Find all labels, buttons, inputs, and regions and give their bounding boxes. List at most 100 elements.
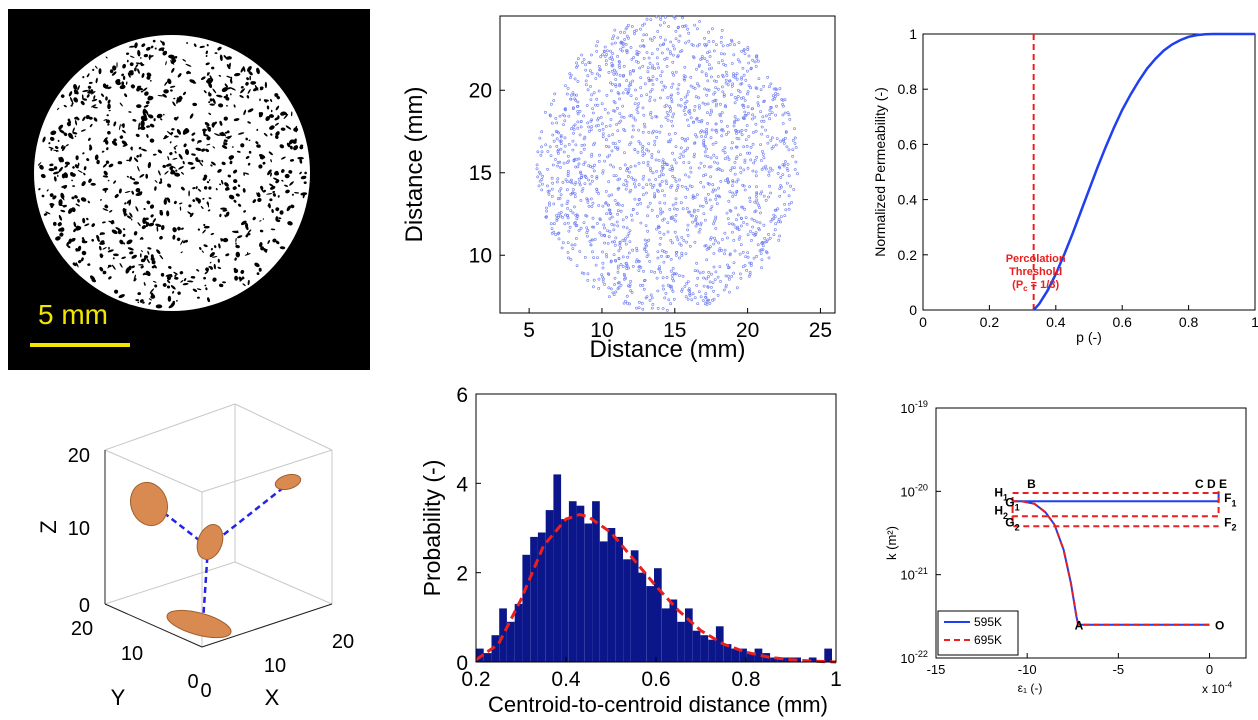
centroid-point — [555, 214, 558, 217]
ellipsoid — [129, 481, 169, 527]
pore — [75, 248, 81, 252]
centroid-point — [628, 81, 632, 85]
centroid-point — [659, 254, 663, 258]
centroid-point — [725, 211, 729, 215]
centroid-point — [612, 253, 616, 257]
centroid-point — [756, 101, 760, 105]
centroid-point — [718, 265, 722, 269]
centroid-point — [719, 119, 723, 123]
centroid-point — [648, 90, 652, 94]
pore — [150, 254, 154, 259]
pore — [214, 133, 220, 137]
centroid-point — [584, 79, 588, 83]
centroid-point — [641, 39, 644, 42]
pore — [243, 109, 247, 116]
pore — [276, 219, 281, 223]
histogram-bar — [646, 586, 654, 662]
centroid-point — [730, 230, 734, 234]
centroid-point — [551, 133, 555, 137]
centroid-point — [607, 180, 611, 184]
centroid-point — [700, 119, 704, 122]
pore — [267, 169, 272, 176]
centroid-point — [584, 63, 588, 67]
centroid-point — [740, 82, 744, 85]
centroid-point — [705, 300, 709, 303]
centroid-point — [697, 104, 701, 108]
pore — [203, 223, 206, 227]
centroid-point — [761, 152, 765, 156]
centroid-point — [672, 279, 676, 283]
y-tick-label: 10 — [469, 244, 492, 267]
centroid-point — [727, 158, 731, 161]
pore — [263, 99, 268, 103]
histogram-bar — [808, 657, 817, 662]
pore — [121, 81, 125, 86]
centroid-point — [574, 181, 578, 184]
pore — [142, 217, 146, 224]
centroid-point — [764, 250, 768, 254]
pore — [227, 87, 231, 90]
centroid-point — [727, 277, 731, 281]
centroid-point — [793, 127, 796, 131]
x-tick-label: 20 — [736, 319, 759, 342]
centroid-point — [768, 117, 772, 121]
centroid-point — [574, 224, 578, 228]
centroid-point — [699, 221, 703, 225]
centroid-point — [553, 92, 557, 96]
pore — [133, 181, 140, 185]
histogram-bar — [746, 653, 755, 662]
pore — [138, 146, 142, 150]
pore — [233, 199, 237, 203]
pore — [148, 114, 154, 119]
pore — [58, 214, 63, 221]
centroid-point — [607, 194, 611, 198]
centroid-point — [623, 163, 627, 167]
pore — [221, 161, 226, 166]
centroid-point — [662, 21, 666, 25]
pore — [259, 220, 262, 222]
pore — [256, 128, 259, 131]
centroid-point — [720, 248, 724, 252]
pore — [209, 179, 211, 182]
histogram-bar — [661, 608, 670, 662]
centroid-point — [629, 94, 633, 98]
centroid-point — [701, 101, 705, 105]
centroid-point — [666, 113, 670, 117]
centroid-point — [724, 64, 728, 67]
pore — [255, 141, 259, 145]
pore — [286, 205, 291, 212]
pore — [60, 192, 65, 200]
centroid-point — [613, 41, 617, 45]
centroid-point — [618, 112, 622, 116]
centroid-point — [725, 133, 728, 136]
centroid-point — [654, 158, 658, 162]
centroid-point — [741, 66, 745, 70]
y-tick-label: 4 — [456, 473, 468, 496]
pore — [114, 289, 119, 294]
pore — [63, 104, 67, 108]
centroid-point — [578, 181, 582, 185]
centroid-point — [624, 43, 628, 46]
centroid-point — [672, 73, 676, 77]
centroid-point — [610, 193, 614, 197]
centroid-point — [616, 187, 620, 191]
centroid-point — [568, 225, 572, 229]
centroid-point — [680, 254, 684, 257]
pore — [107, 86, 112, 90]
centroid-point — [652, 183, 656, 187]
centroid-point — [717, 249, 721, 253]
pore — [166, 275, 172, 281]
centroid-point — [562, 161, 566, 165]
pore — [80, 129, 86, 132]
centroid-point — [629, 165, 633, 169]
pore — [148, 301, 152, 305]
centroid-point — [671, 115, 675, 119]
point-label: H1 — [994, 485, 1008, 502]
centroid-point — [577, 162, 581, 166]
pore — [170, 285, 176, 290]
centroid-point — [598, 218, 602, 222]
centroid-point — [770, 106, 774, 109]
centroid-point — [684, 95, 688, 99]
pore — [225, 94, 229, 97]
centroid-point — [648, 99, 652, 103]
